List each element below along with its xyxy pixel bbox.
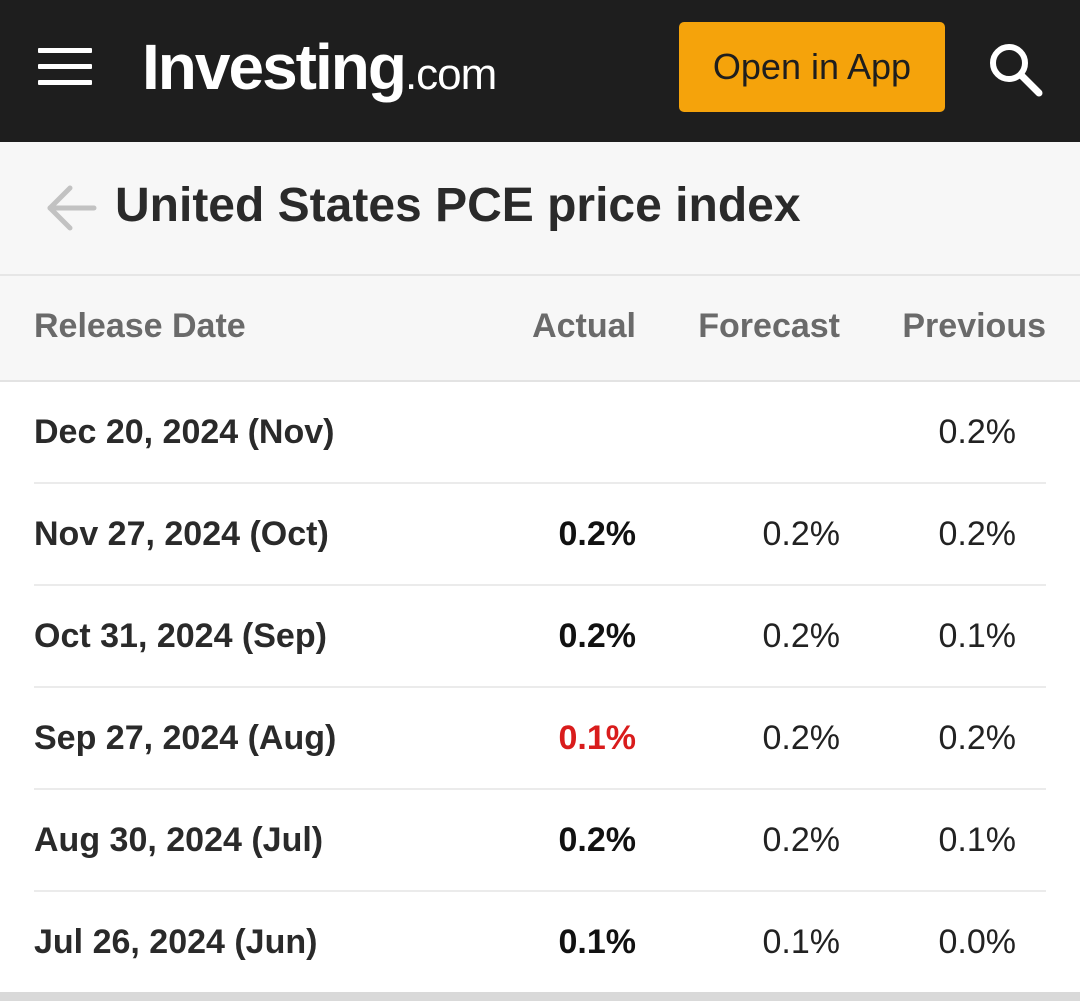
hamburger-menu-icon[interactable] xyxy=(38,46,92,88)
open-in-app-button[interactable]: Open in App xyxy=(679,22,945,112)
table-row: Aug 30, 2024 (Jul) 0.2% 0.2% 0.1% xyxy=(0,790,1080,892)
actual-cell: 0.2% xyxy=(558,821,637,859)
logo-main-text: Investing xyxy=(142,31,407,103)
search-icon[interactable] xyxy=(986,40,1044,98)
previous-cell: 0.2% xyxy=(938,719,1017,757)
actual-cell: 0.1% xyxy=(558,923,637,961)
actual-cell: 0.1% xyxy=(558,719,637,757)
column-header-release-date: Release Date xyxy=(34,307,246,345)
back-arrow-icon[interactable] xyxy=(46,182,98,234)
table-row: Oct 31, 2024 (Sep) 0.2% 0.2% 0.1% xyxy=(0,586,1080,688)
previous-cell: 0.1% xyxy=(938,821,1017,859)
top-navigation-bar: Investing .com Open in App xyxy=(0,0,1080,142)
site-logo[interactable]: Investing .com xyxy=(142,22,497,112)
release-date-cell: Sep 27, 2024 (Aug) xyxy=(34,719,337,757)
forecast-cell: 0.2% xyxy=(762,515,841,553)
table-row: Jul 26, 2024 (Jun) 0.1% 0.1% 0.0% xyxy=(0,892,1080,994)
forecast-cell: 0.2% xyxy=(762,617,841,655)
column-header-actual: Actual xyxy=(532,307,636,345)
actual-cell: 0.2% xyxy=(558,515,637,553)
menu-line xyxy=(38,48,92,53)
forecast-cell: 0.2% xyxy=(762,719,841,757)
bottom-divider xyxy=(0,992,1080,1001)
previous-cell: 0.2% xyxy=(938,413,1017,451)
column-header-forecast: Forecast xyxy=(698,307,840,345)
page-title-bar: United States PCE price index xyxy=(0,142,1080,276)
column-header-previous: Previous xyxy=(902,307,1046,345)
release-date-cell: Dec 20, 2024 (Nov) xyxy=(34,413,335,451)
table-row: Dec 20, 2024 (Nov) 0.2% xyxy=(0,382,1080,484)
forecast-cell: 0.2% xyxy=(762,821,841,859)
release-date-cell: Nov 27, 2024 (Oct) xyxy=(34,515,329,553)
table-header: Release Date Actual Forecast Previous xyxy=(0,276,1080,382)
table-row: Sep 27, 2024 (Aug) 0.1% 0.2% 0.2% xyxy=(0,688,1080,790)
logo-suffix-text: .com xyxy=(404,50,497,99)
previous-cell: 0.1% xyxy=(938,617,1017,655)
release-date-cell: Aug 30, 2024 (Jul) xyxy=(34,821,324,859)
release-date-cell: Oct 31, 2024 (Sep) xyxy=(34,617,327,655)
actual-cell: 0.2% xyxy=(558,617,637,655)
previous-cell: 0.0% xyxy=(938,923,1017,961)
release-history-table: Dec 20, 2024 (Nov) 0.2% Nov 27, 2024 (Oc… xyxy=(0,382,1080,994)
release-date-cell: Jul 26, 2024 (Jun) xyxy=(34,923,318,961)
forecast-cell: 0.1% xyxy=(762,923,841,961)
menu-line xyxy=(38,64,92,69)
menu-line xyxy=(38,80,92,85)
table-row: Nov 27, 2024 (Oct) 0.2% 0.2% 0.2% xyxy=(0,484,1080,586)
previous-cell: 0.2% xyxy=(938,515,1017,553)
page-title: United States PCE price index xyxy=(115,179,801,232)
